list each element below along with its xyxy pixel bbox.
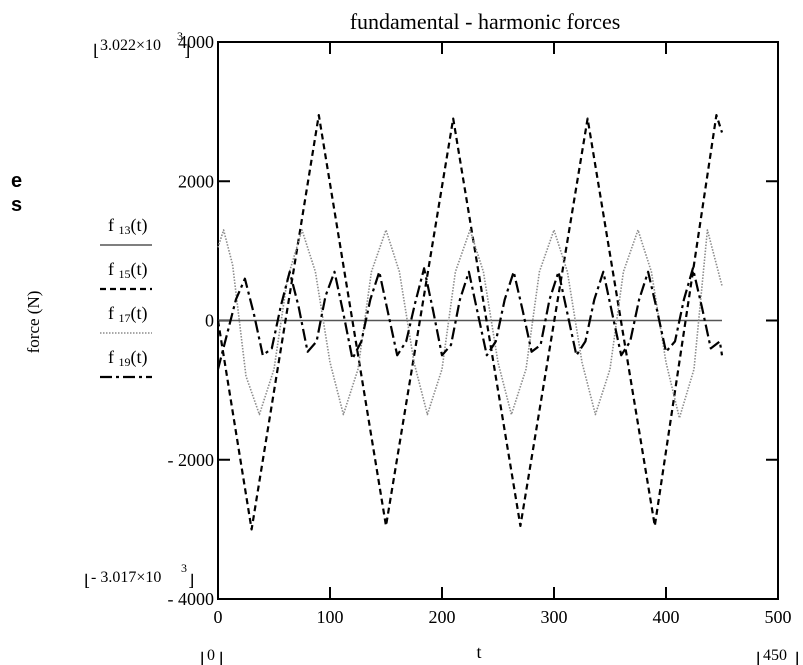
range-label-ymin: ⌊ - 3.017×10 3 ⌋ (84, 561, 194, 590)
series-layer (216, 113, 724, 531)
side-letter-s: s (11, 194, 22, 216)
range-label-ymax: ⌊ 3.022×10 3 ⌋ (93, 29, 190, 60)
y-tick-label: 2000 (178, 171, 214, 191)
svg-text:⌊: ⌊ (756, 651, 762, 665)
y-tick-label: 0 (205, 311, 214, 331)
legend-label: f 15(t) (108, 259, 148, 281)
svg-text:⌋: ⌋ (188, 573, 194, 590)
legend-label: f 17(t) (108, 303, 148, 325)
range-label-ymax-text: 3.022×10 (100, 37, 161, 54)
legend-label: f 19(t) (108, 347, 148, 369)
series-f15-line (216, 113, 724, 531)
x-tick-label: 300 (541, 607, 568, 627)
range-label-ymax-exp: 3 (177, 29, 183, 43)
x-axis: 0 100 200 300 400 500 (214, 42, 792, 627)
chart-title: fundamental - harmonic forces (350, 9, 621, 34)
range-label-xmin-text: 0 (207, 647, 215, 664)
svg-text:⌊: ⌊ (200, 651, 206, 665)
series-f19-line (216, 267, 724, 370)
x-tick-label: 100 (317, 607, 344, 627)
svg-text:⌋: ⌋ (793, 651, 799, 665)
x-tick-label: 400 (653, 607, 680, 627)
legend-entry: f 13(t) (100, 215, 152, 246)
legend-label: f 13(t) (108, 215, 148, 237)
svg-text:⌋: ⌋ (217, 651, 223, 665)
range-label-ymin-text: - 3.017×10 (91, 569, 161, 586)
x-tick-label: 200 (429, 607, 456, 627)
svg-text:⌊: ⌊ (84, 573, 90, 590)
svg-text:⌊: ⌊ (93, 43, 99, 60)
legend-entry: f 17(t) (100, 303, 152, 334)
x-tick-label: 500 (765, 607, 792, 627)
legend-entry: f 15(t) (100, 259, 152, 291)
svg-text:⌋: ⌋ (184, 43, 190, 60)
y-axis-label: force (N) (24, 291, 43, 354)
legend: f 13(t) f 15(t) f 17(t) f 19(t) (100, 215, 152, 379)
y-tick-label: 4000 (178, 32, 214, 52)
y-tick-label: - 2000 (168, 450, 215, 470)
x-axis-label: t (476, 642, 481, 662)
y-axis: - 4000 - 2000 0 2000 4000 (168, 32, 778, 609)
series-f17-line (217, 229, 723, 419)
range-label-xmax-text: 450 (763, 647, 787, 664)
range-label-ymin-exp: 3 (181, 561, 187, 575)
y-tick-label: - 4000 (168, 589, 215, 609)
x-tick-label: 0 (214, 607, 223, 627)
range-label-xmin: ⌊ 0 ⌋ (200, 647, 223, 665)
legend-entry: f 19(t) (100, 347, 152, 379)
side-letter-e: e (11, 170, 22, 192)
range-label-xmax: ⌊ 450 ⌋ (756, 647, 799, 665)
